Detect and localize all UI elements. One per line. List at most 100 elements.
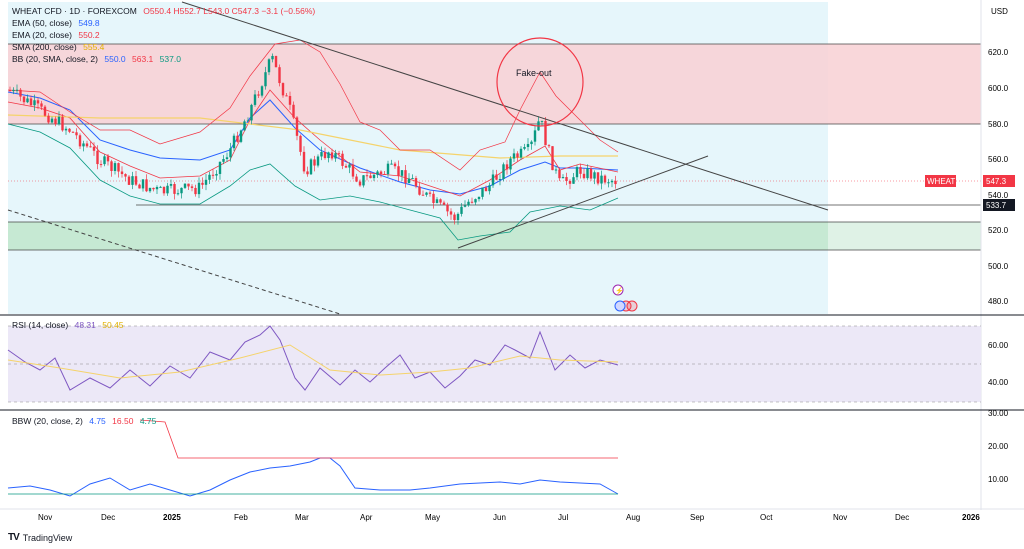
bb-lower: 537.0	[159, 54, 181, 64]
descending-trendline[interactable]	[181, 1, 829, 211]
candle-body	[561, 177, 565, 179]
candle-body	[15, 89, 19, 91]
candle-body	[330, 152, 334, 159]
bb-lower-line[interactable]	[7, 123, 619, 241]
sma200-legend[interactable]: SMA (200, close) 555.4	[12, 42, 108, 52]
candle-body	[113, 163, 117, 171]
sma200-line[interactable]	[7, 114, 618, 159]
candle-body	[337, 153, 341, 155]
candle-body	[376, 171, 379, 175]
candle-body	[404, 170, 407, 184]
price-tick: 500.0	[988, 262, 1009, 271]
candle-body	[120, 171, 124, 175]
candle-body	[33, 100, 36, 106]
candle-body	[292, 104, 295, 118]
rsi-legend[interactable]: RSI (14, close) 48.31 50.45	[12, 320, 128, 330]
candle-body	[250, 104, 253, 121]
candle-body	[176, 193, 180, 195]
candle-body	[75, 132, 78, 136]
candle-body	[201, 182, 204, 185]
candle-body	[344, 165, 348, 168]
symbol-legend[interactable]: WHEAT CFD · 1D · FOREXCOM O550.4 H552.7 …	[12, 6, 319, 16]
candle-body	[299, 135, 302, 152]
bbw-highest-line[interactable]	[139, 419, 618, 459]
candle-body	[264, 72, 267, 87]
candle-body	[257, 94, 260, 96]
tradingview-watermark[interactable]: TV TradingView	[8, 532, 72, 543]
tradingview-logo-icon: TV	[8, 532, 20, 543]
candle-body	[197, 182, 201, 195]
ema50-legend[interactable]: EMA (50, close) 549.8	[12, 18, 104, 28]
bb-basis: 550.0	[104, 54, 126, 64]
candle-body	[446, 204, 449, 212]
candle-body	[260, 86, 264, 96]
earnings-event-icon[interactable]	[626, 300, 638, 312]
lightning-event-icon[interactable]	[612, 284, 624, 296]
symbol-badge	[925, 175, 956, 187]
ema20-legend[interactable]: EMA (20, close) 550.2	[12, 30, 104, 40]
candle-body	[397, 166, 400, 176]
candle-body	[372, 174, 376, 179]
candle-body	[29, 98, 33, 106]
candle-body	[131, 176, 134, 185]
bbw-value: 4.75	[89, 416, 106, 426]
candle-body	[568, 181, 572, 184]
candle-body	[85, 143, 89, 147]
candle-body	[211, 174, 215, 176]
candle-body	[484, 187, 488, 192]
candle-body	[40, 103, 43, 107]
time-tick: Sep	[690, 513, 705, 522]
candle-body	[155, 187, 159, 190]
price-tick: 560.0	[988, 155, 1009, 164]
candle-body	[449, 211, 453, 215]
candle-body	[117, 163, 120, 172]
last-price-value: 547.3	[986, 177, 1007, 186]
level-price-value: 533.7	[986, 201, 1007, 210]
candle-body	[61, 116, 64, 131]
ema50-line[interactable]	[7, 91, 619, 195]
candle-body	[456, 213, 460, 221]
dividend-event-icon[interactable]	[614, 300, 626, 312]
rsi-line[interactable]	[7, 325, 619, 391]
candle-body	[281, 83, 285, 96]
bbw-name: BBW (20, close, 2)	[12, 416, 83, 426]
candle-body	[96, 150, 99, 165]
candle-body	[589, 168, 593, 179]
level-price-badge	[983, 199, 1015, 211]
rsi-ma-line[interactable]	[7, 344, 619, 379]
bbw-legend[interactable]: BBW (20, close, 2) 4.75 16.50 4.75	[12, 416, 160, 426]
bbw-line[interactable]	[7, 457, 619, 497]
time-axis[interactable]: Nov Dec 2025 Feb Mar Apr May Jun Jul Aug…	[38, 513, 980, 522]
candle-body	[19, 89, 22, 97]
ascending-trendline[interactable]	[457, 155, 709, 249]
candle-body	[407, 178, 411, 184]
candle-body	[162, 186, 166, 194]
bb-upper-line[interactable]	[7, 39, 619, 171]
candle-body	[295, 117, 299, 136]
candlestick-series[interactable]	[8, 53, 617, 225]
candle-body	[271, 55, 274, 60]
candle-body	[285, 95, 288, 97]
candle-body	[453, 214, 456, 221]
time-tick: Nov	[833, 513, 847, 522]
bbw-tick: 30.00	[988, 409, 1009, 418]
candle-body	[411, 178, 414, 180]
candle-body	[558, 169, 561, 179]
candle-body	[229, 148, 232, 158]
candle-body	[460, 206, 463, 214]
price-axis[interactable]: 620.0 600.0 580.0 560.0 540.0 520.0 500.…	[988, 48, 1009, 306]
fakeout-circle[interactable]	[496, 37, 584, 127]
candle-body	[358, 181, 362, 186]
bb-legend[interactable]: BB (20, SMA, close, 2) 550.0 563.1 537.0	[12, 54, 185, 64]
candle-body	[502, 164, 505, 180]
candle-body	[470, 201, 474, 203]
candle-body	[36, 100, 40, 104]
dashed-trendline[interactable]	[7, 209, 341, 315]
candle-body	[92, 146, 96, 151]
ema20-line[interactable]	[7, 89, 619, 197]
candle-body	[127, 176, 131, 185]
symbol-badge-label: WHEAT	[927, 177, 955, 186]
candle-body	[327, 152, 330, 159]
candle-body	[274, 55, 278, 68]
